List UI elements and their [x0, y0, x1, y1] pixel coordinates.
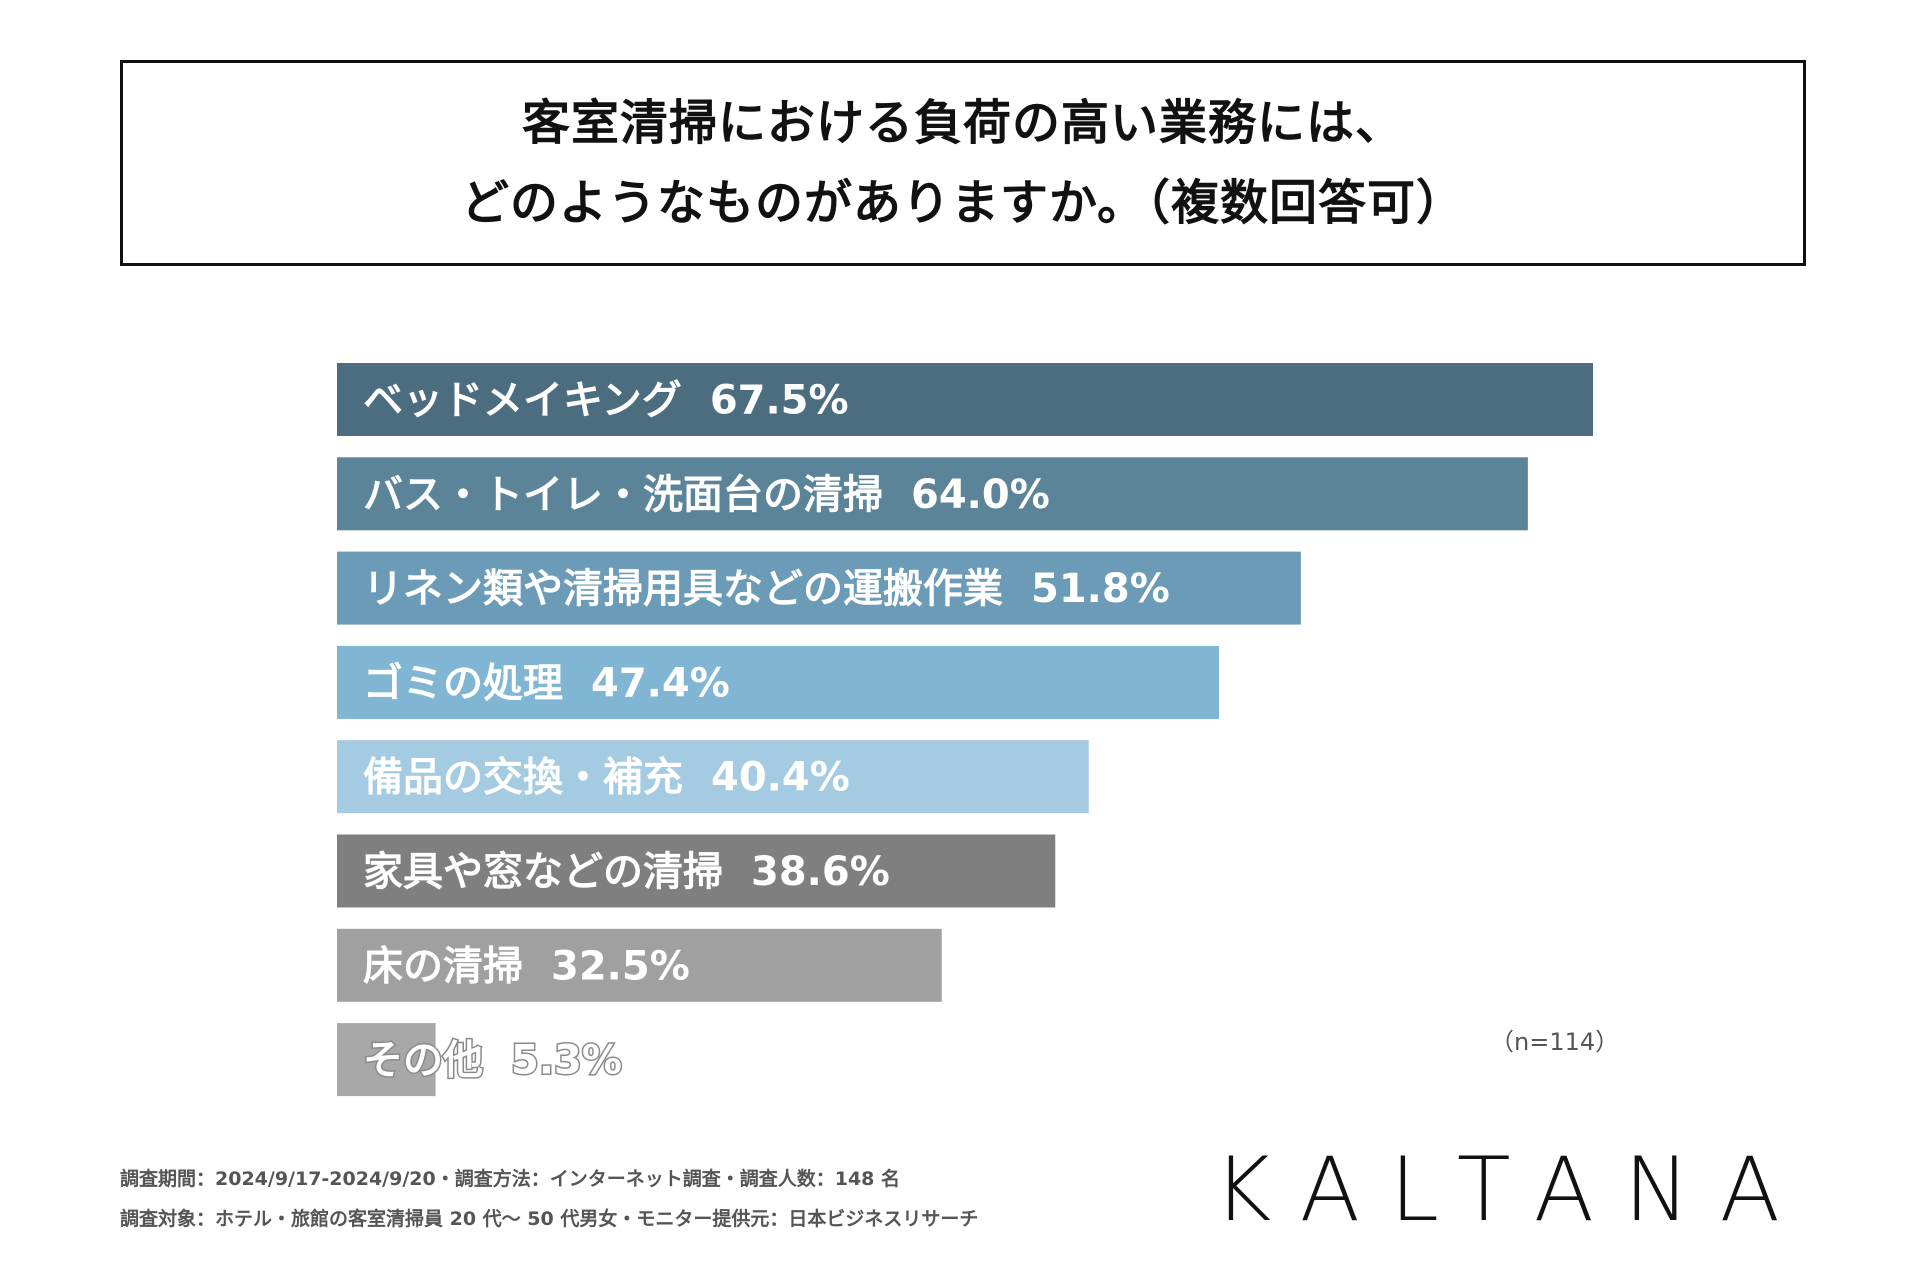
bar-6: [337, 834, 1056, 908]
bar-label-7: 床の清掃 32.5%: [363, 943, 690, 989]
bar-value-label: 67.5%: [710, 378, 849, 424]
bar-4: [337, 645, 1219, 719]
bar-value-label: 47.4%: [591, 660, 730, 706]
bar-category-label: ベッドメイキング: [363, 378, 682, 424]
bar-7: [337, 928, 942, 1002]
bar-label-4: ゴミの処理 47.4%: [363, 660, 730, 706]
survey-footnote-1: 調査期間：2024/9/17-2024/9/20・調査方法：インターネット調査・…: [120, 1168, 901, 1190]
bar-category-label: リネン類や清掃用具などの運搬作業: [363, 566, 1003, 612]
bar-category-label: 家具や窓などの清掃: [363, 849, 723, 895]
title-line-1: 客室清掃における負荷の高い業務には、: [521, 95, 1404, 151]
title-line-2: どのようなものがありますか。（複数回答可）: [460, 175, 1466, 231]
brand-logo: KALTANA: [1213, 1138, 1810, 1241]
bar-value-label: 5.3%: [511, 1038, 622, 1084]
bar-category-label: その他: [363, 1038, 483, 1084]
bar-5: [337, 740, 1089, 814]
bar-label-1: ベッドメイキング 67.5%: [363, 378, 849, 424]
bar-label-3: リネン類や清掃用具などの運搬作業 51.8%: [363, 566, 1170, 612]
sample-size-note: （n=114）: [1490, 1028, 1620, 1056]
bar-1: [337, 363, 1593, 436]
bar-value-label: 32.5%: [551, 943, 690, 989]
bar-label-2: バス・トイレ・洗面台の清掃 64.0%: [363, 472, 1050, 518]
bar-category-label: バス・トイレ・洗面台の清掃: [363, 472, 883, 518]
bar-2: [337, 457, 1528, 531]
bar-3: [337, 551, 1301, 625]
bar-label-8: その他 5.3%: [363, 1038, 622, 1084]
bar-category-label: ゴミの処理: [363, 660, 563, 706]
bar-category-label: 備品の交換・補充: [363, 755, 683, 801]
bar-category-label: 床の清掃: [363, 943, 523, 989]
bar-value-label: 64.0%: [911, 472, 1050, 518]
survey-footnote-2: 調査対象：ホテル・旅館の客室清掃員 20 代〜 50 代男女・モニター提供元：日…: [120, 1208, 979, 1230]
bar-label-5: 備品の交換・補充 40.4%: [363, 755, 850, 801]
bar-8: [337, 1023, 436, 1097]
title-box: 客室清掃における負荷の高い業務には、 どのようなものがありますか。（複数回答可）: [120, 60, 1806, 266]
bar-chart: ベッドメイキング 67.5% バス・トイレ・洗面台の清掃 64.0% リネン類や清掃用具…: [337, 363, 1593, 1097]
bar-value-label: 51.8%: [1031, 566, 1170, 612]
bar-value-label: 38.6%: [751, 849, 890, 895]
bar-label-6: 家具や窓などの清掃 38.6%: [363, 849, 890, 895]
bar-value-label: 40.4%: [711, 755, 850, 801]
